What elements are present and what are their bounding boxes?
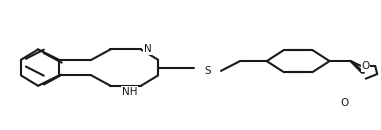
Text: O: O: [341, 98, 349, 108]
Text: NH: NH: [122, 87, 137, 97]
Text: N: N: [144, 44, 152, 54]
Text: S: S: [204, 66, 211, 76]
Text: O: O: [362, 61, 370, 71]
